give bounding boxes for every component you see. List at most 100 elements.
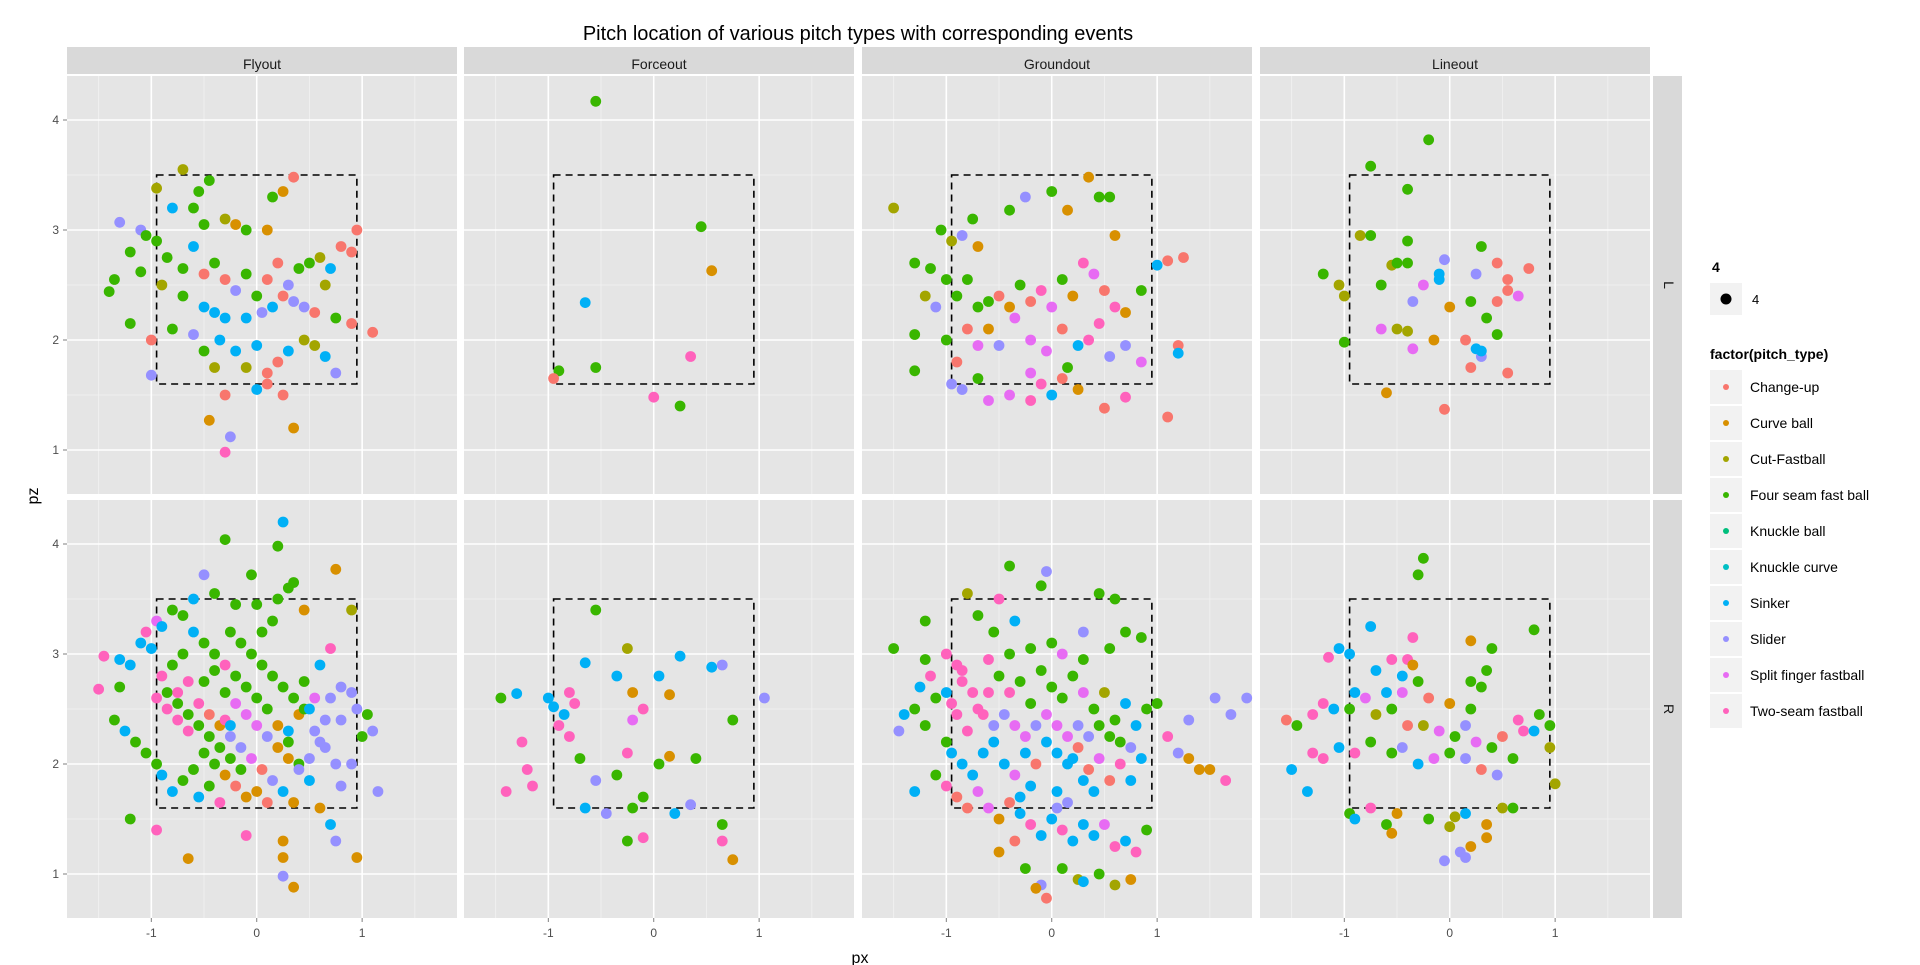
data-point <box>172 687 184 698</box>
data-point <box>1349 813 1361 825</box>
data-point <box>653 758 665 770</box>
data-point <box>1391 257 1403 269</box>
data-point <box>193 186 205 197</box>
data-point <box>267 301 278 313</box>
facet-row-strip-r <box>1653 500 1682 918</box>
data-point <box>298 301 310 313</box>
data-point <box>579 297 591 308</box>
data-point <box>962 323 973 335</box>
data-point <box>972 340 984 351</box>
data-point <box>1046 389 1058 401</box>
data-point <box>188 764 199 775</box>
data-point <box>1077 626 1089 638</box>
data-point <box>1375 323 1387 335</box>
data-point <box>1544 742 1556 753</box>
data-point <box>1465 676 1477 687</box>
data-point <box>330 563 342 575</box>
data-point <box>940 736 952 748</box>
data-point <box>956 230 968 241</box>
data-point <box>309 307 321 318</box>
data-point <box>983 296 994 307</box>
data-point <box>1391 323 1403 335</box>
data-point <box>1051 720 1063 731</box>
data-point <box>1077 687 1089 698</box>
data-point <box>288 296 300 307</box>
data-point <box>993 846 1005 858</box>
data-point <box>156 279 168 291</box>
data-point <box>590 95 602 107</box>
data-point <box>972 610 984 621</box>
data-point <box>272 356 284 368</box>
data-point <box>1004 797 1015 808</box>
data-point <box>967 769 979 781</box>
facet-strip-lineout <box>1260 47 1650 74</box>
data-point <box>282 753 294 764</box>
data-point <box>309 725 321 737</box>
data-point <box>1141 703 1152 715</box>
data-point <box>972 373 984 384</box>
panel-lineout-l <box>1260 76 1650 494</box>
data-point <box>500 786 512 797</box>
data-point <box>998 758 1010 770</box>
data-point <box>256 626 268 638</box>
data-point <box>1025 643 1037 654</box>
data-point <box>1093 191 1105 203</box>
data-point <box>727 854 739 866</box>
data-point <box>277 681 289 693</box>
facet-row-strip-l <box>1653 76 1682 494</box>
data-point <box>203 709 215 720</box>
data-point <box>351 224 363 236</box>
data-point <box>1030 758 1042 770</box>
data-point <box>951 659 963 671</box>
strike-zone-box <box>155 174 358 385</box>
data-point <box>325 263 336 274</box>
data-point <box>516 736 528 748</box>
y-tick-label: 2 <box>52 757 59 771</box>
data-point <box>1104 643 1116 654</box>
data-point <box>1481 665 1493 676</box>
facet-row-strip-label: L <box>1661 281 1677 289</box>
data-point <box>261 797 273 808</box>
data-point <box>1407 659 1419 671</box>
data-point <box>198 747 210 759</box>
data-point <box>1093 318 1105 329</box>
data-point <box>695 221 707 233</box>
data-point <box>1280 714 1292 726</box>
data-point <box>1465 703 1477 715</box>
data-point <box>706 265 718 277</box>
data-point <box>511 688 523 699</box>
data-point <box>1072 742 1084 753</box>
data-point <box>1019 731 1031 742</box>
data-point <box>362 709 373 720</box>
data-point <box>1035 285 1047 296</box>
legend-key-change-up <box>1723 384 1729 390</box>
legend-label: Change-up <box>1750 379 1819 395</box>
data-point <box>182 725 194 737</box>
data-point <box>282 725 294 737</box>
data-point <box>1460 753 1471 764</box>
data-point <box>1533 709 1545 720</box>
data-point <box>521 764 533 775</box>
data-point <box>993 593 1005 605</box>
data-point <box>1130 846 1142 858</box>
data-point <box>664 750 675 762</box>
data-point <box>1412 758 1424 770</box>
data-point <box>1009 312 1021 324</box>
data-point <box>314 802 326 814</box>
data-point <box>219 769 231 781</box>
y-tick-label: 3 <box>52 647 59 661</box>
data-point <box>627 802 639 814</box>
data-point <box>909 703 921 715</box>
data-point <box>114 654 126 665</box>
data-point <box>1104 191 1116 203</box>
data-point <box>1067 753 1079 764</box>
data-point <box>230 345 242 357</box>
data-point <box>1062 204 1073 216</box>
data-point <box>177 164 189 175</box>
legend: 4 4 factor(pitch_type) Change-up Curve ba… <box>1710 259 1869 728</box>
legend-key-two-seam-fastball <box>1723 708 1729 714</box>
data-point <box>1009 835 1021 847</box>
data-point <box>1497 731 1508 742</box>
data-point <box>198 268 210 280</box>
